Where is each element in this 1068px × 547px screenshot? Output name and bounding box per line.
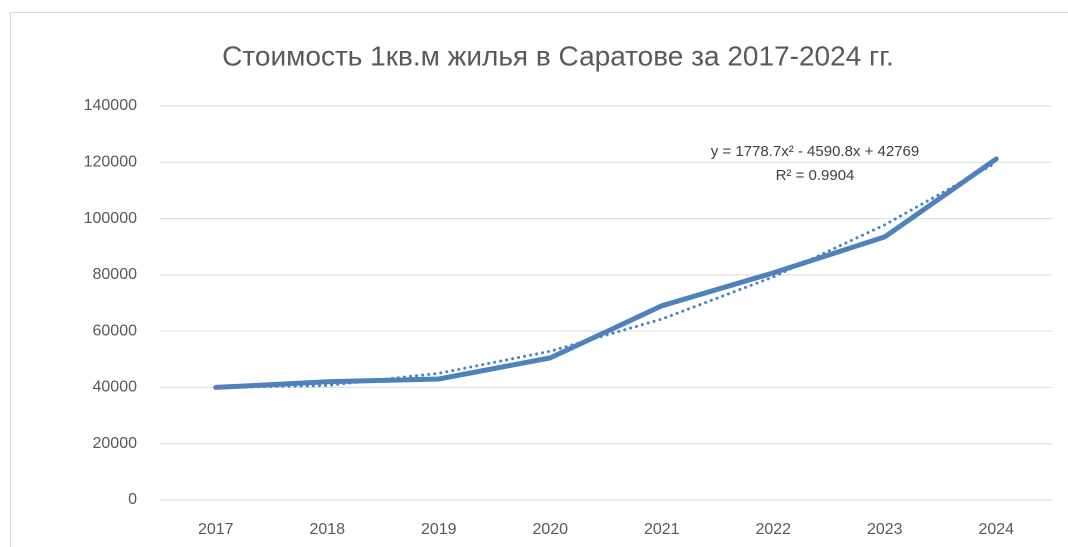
x-tick-label: 2020 <box>532 521 568 538</box>
y-tick-label: 20000 <box>93 435 138 452</box>
x-tick-label: 2023 <box>867 521 903 538</box>
trendline <box>214 161 998 390</box>
x-tick-label: 2024 <box>978 521 1014 538</box>
y-tick-label: 140000 <box>84 97 137 114</box>
y-tick-label: 40000 <box>93 379 138 396</box>
x-tick-label: 2022 <box>755 521 791 538</box>
x-tick-label: 2021 <box>644 521 680 538</box>
x-tick-label: 2017 <box>198 521 234 538</box>
x-tick-label: 2019 <box>421 521 457 538</box>
data-line <box>213 156 999 390</box>
y-tick-label: 60000 <box>93 322 138 339</box>
trendline-r2: R² = 0.9904 <box>776 167 855 184</box>
y-tick-label: 80000 <box>93 266 138 283</box>
y-tick-label: 100000 <box>84 210 137 227</box>
trendline-equation: y = 1778.7x² - 4590.8x + 42769 <box>711 143 919 160</box>
chart-border <box>10 12 1068 547</box>
y-tick-label: 0 <box>128 491 137 508</box>
chart-title: Стоимость 1кв.м жилья в Саратове за 2017… <box>222 40 894 71</box>
y-tick-label: 120000 <box>84 154 137 171</box>
x-tick-label: 2018 <box>309 521 345 538</box>
